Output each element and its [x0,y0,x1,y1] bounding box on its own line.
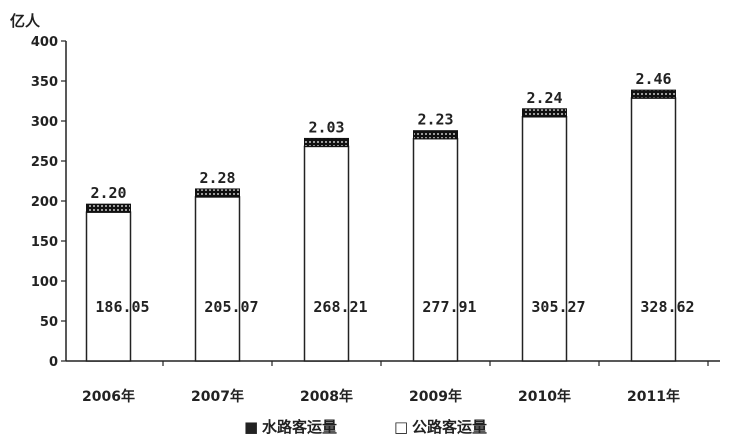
y-tick-label: 350 [31,75,58,90]
bar-road-1 [194,196,241,362]
x-tick-label-0: 2006年 [82,388,135,405]
data-label-road-5: 328.62 [640,298,694,316]
legend: ■ 水路客运量 □ 公路客运量 [244,418,487,436]
bar-water-5 [631,89,676,99]
y-axis-unit-label: 亿人 [10,12,41,30]
x-tick-label-2: 2008年 [300,388,353,405]
bar-water-2 [304,137,349,147]
bar-road-4 [521,116,568,362]
bar-water-4 [522,108,567,118]
legend-symbol-water: ■ [244,418,258,436]
bar-water-3 [413,130,458,140]
data-label-road-0: 186.05 [95,298,149,316]
data-label-water-5: 2.46 [635,70,671,88]
y-tick-label: 100 [31,275,58,290]
y-tick-label: 250 [31,155,58,170]
bar-road-2 [303,145,350,362]
y-tick-label: 400 [31,35,58,50]
y-tick-label: 300 [31,115,58,130]
y-tick-label: 200 [31,195,58,210]
data-label-water-2: 2.03 [308,118,344,136]
y-tick-label: 50 [40,315,58,330]
bar-road-0 [85,211,132,362]
bar-road-5 [630,97,677,362]
bar-water-0 [86,203,131,213]
legend-label-water: 水路客运量 [262,418,337,436]
x-tick-label-5: 2011年 [627,388,680,405]
data-label-water-1: 2.28 [199,169,235,187]
bar-road-3 [412,137,459,362]
data-label-road-3: 277.91 [422,298,476,316]
x-tick-label-1: 2007年 [191,388,244,405]
data-label-water-0: 2.20 [90,184,126,202]
data-label-road-4: 305.27 [531,298,585,316]
data-label-road-2: 268.21 [313,298,367,316]
data-label-road-1: 205.07 [204,298,258,316]
y-tick-label: 150 [31,235,58,250]
data-label-water-4: 2.24 [526,89,562,107]
y-tick-label: 0 [49,355,58,370]
legend-symbol-road: □ [394,418,408,436]
data-label-water-3: 2.23 [417,111,453,129]
x-tick-label-3: 2009年 [409,388,462,405]
legend-label-road: 公路客运量 [412,418,487,436]
x-tick-label-4: 2010年 [518,388,571,405]
bars: 2.20 186.05 2006年 2.28 205.07 2007年 2.03 268.21… [82,70,695,405]
bar-water-1 [195,188,240,198]
axes: 0 50 100 150 200 250 300 350 400 [31,35,720,370]
